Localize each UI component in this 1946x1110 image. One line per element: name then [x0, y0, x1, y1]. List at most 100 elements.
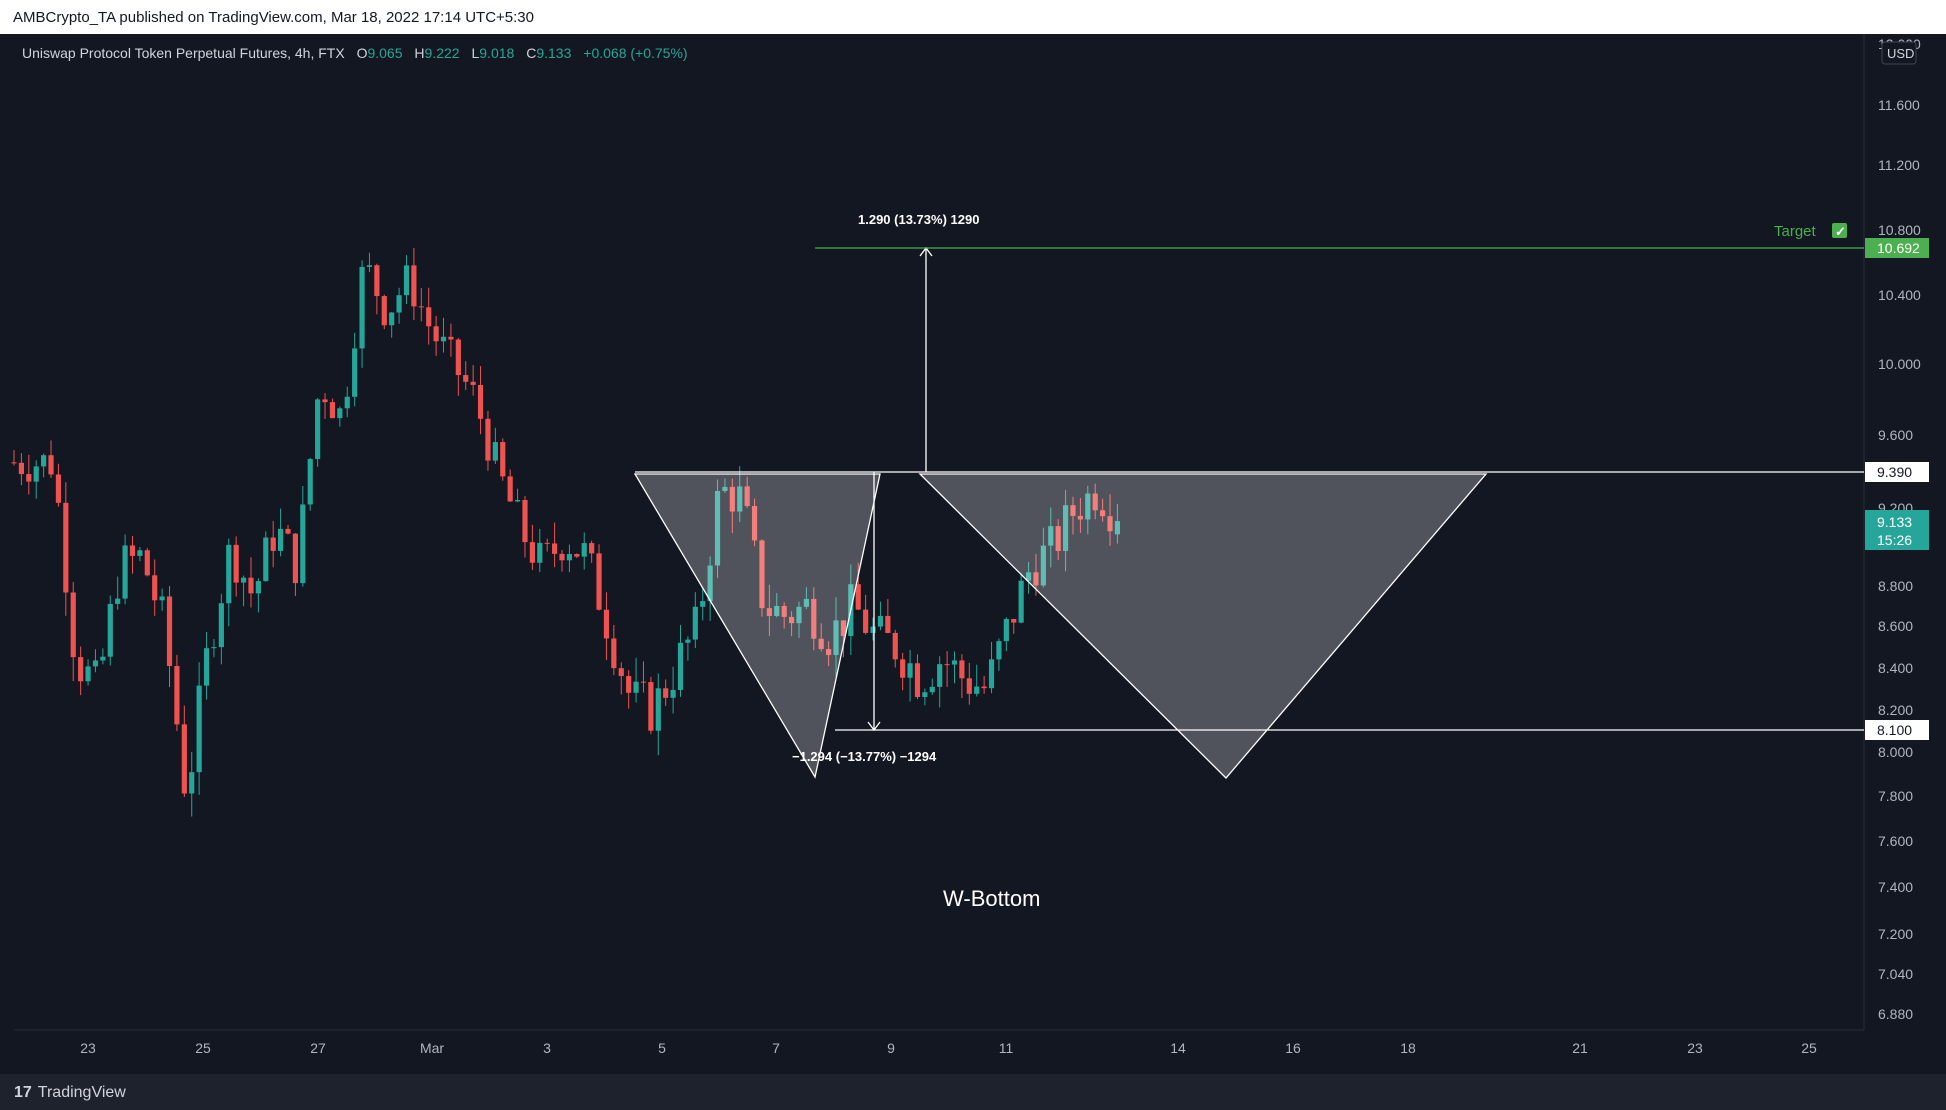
candle-up: [396, 295, 402, 313]
candle-down: [63, 502, 69, 593]
candle-up: [996, 641, 1002, 660]
candle-up: [492, 442, 498, 461]
candle-up: [537, 542, 543, 563]
candle-up: [1062, 505, 1069, 551]
chart-area[interactable]: Uniswap Protocol Token Perpetual Futures…: [0, 34, 1946, 1074]
candle-down: [1077, 515, 1083, 520]
candle-down: [596, 553, 602, 610]
candle-up: [1085, 493, 1091, 520]
time-tick-label: 9: [887, 1040, 895, 1056]
candle-up: [937, 664, 943, 687]
candle-down: [1011, 618, 1017, 623]
time-tick-label: 18: [1400, 1040, 1416, 1056]
down-measure-label: −1.294 (−13.77%) −1294: [792, 749, 937, 764]
candle-down: [426, 307, 432, 327]
candle-up: [255, 581, 261, 594]
target-label: Target: [1774, 223, 1817, 240]
candle-down: [381, 296, 387, 326]
candle-up: [796, 606, 802, 624]
candle-down: [729, 486, 735, 512]
candle-up: [307, 458, 313, 505]
price-tick-label: 7.800: [1878, 788, 1913, 804]
price-tick-label: 11.600: [1878, 97, 1920, 113]
target-check-glyph: ✓: [1835, 224, 1846, 239]
candle-down: [322, 399, 328, 403]
candle-up: [514, 499, 521, 502]
candle-up: [122, 545, 128, 599]
time-tick-label: 7: [772, 1040, 780, 1056]
publish-header-text: AMBCrypto_TA published on TradingView.co…: [13, 9, 534, 26]
price-tick-label: 6.880: [1878, 1006, 1913, 1022]
support-price-badge-text: 8.100: [1877, 722, 1912, 738]
candle-up: [226, 544, 232, 604]
candle-down: [781, 605, 787, 617]
candle-up: [907, 663, 913, 678]
candle-down: [166, 596, 173, 666]
price-tick-label: 10.400: [1878, 287, 1921, 303]
time-axis[interactable]: 23 25 27 Mar 3 5 7 9 11 14 16 18 21 23 25: [80, 1040, 1817, 1056]
candle-up: [633, 681, 639, 693]
candle-up: [107, 603, 113, 657]
candle-up: [440, 336, 447, 342]
w-bottom-right-triangle: [918, 473, 1488, 779]
currency-button[interactable]: [1881, 41, 1917, 65]
candles: [11, 247, 1121, 817]
resistance-price-badge: [1865, 462, 1929, 482]
candle-up: [685, 639, 691, 643]
candle-down: [129, 545, 136, 556]
candle-down: [144, 550, 150, 576]
candle-up: [1114, 521, 1121, 535]
candle-down: [1055, 526, 1061, 551]
candle-up: [737, 486, 743, 512]
candle-down: [448, 336, 454, 340]
candle-up: [692, 606, 698, 640]
candle-down: [766, 608, 772, 617]
candle-up: [100, 656, 106, 661]
candle-up: [189, 772, 195, 794]
candle-up: [1048, 526, 1054, 546]
candle-down: [485, 418, 491, 461]
candle-down: [329, 402, 336, 419]
candle-up: [366, 265, 373, 267]
candle-up: [159, 596, 165, 601]
candle-down: [1070, 505, 1076, 516]
candle-down: [544, 542, 550, 544]
price-tick-label: 8.800: [1878, 578, 1913, 594]
price-tick-label: 9.600: [1878, 427, 1913, 443]
candle-down: [70, 592, 76, 658]
candle-up: [196, 685, 202, 773]
candle-down: [885, 615, 891, 633]
candle-down: [18, 462, 24, 475]
time-tick-label: 25: [1801, 1040, 1817, 1056]
candle-up: [803, 598, 809, 607]
candle-down: [152, 575, 158, 601]
candle-down: [744, 486, 750, 507]
down-measure-arrow: [867, 721, 881, 732]
candle-down: [863, 609, 869, 633]
candle-up: [263, 537, 269, 582]
time-tick-label: 3: [543, 1040, 551, 1056]
candle-down: [1033, 572, 1039, 586]
candle-up: [92, 660, 99, 667]
tradingview-logo[interactable]: 17 TradingView: [14, 1084, 126, 1102]
price-chart[interactable]: Uniswap Protocol Token Perpetual Futures…: [0, 34, 1946, 1074]
candle-down: [292, 533, 299, 584]
candle-up: [722, 486, 728, 491]
candle-up: [300, 504, 306, 584]
candle-up: [974, 686, 980, 694]
candle-up: [929, 686, 935, 693]
candle-down: [1107, 516, 1113, 532]
legend-change: +0.068 (+0.75%): [583, 45, 687, 61]
target-check-icon: [1832, 223, 1847, 238]
time-tick-label: 14: [1170, 1040, 1186, 1056]
candle-up: [700, 601, 706, 607]
candle-down: [981, 686, 987, 689]
time-tick-label: 21: [1572, 1040, 1588, 1056]
candle-up: [774, 605, 780, 617]
candle-up: [566, 554, 573, 561]
currency-label: USD: [1887, 46, 1914, 61]
candle-down: [477, 384, 484, 419]
pattern-label: W-Bottom: [943, 886, 1040, 911]
price-tick-label: 7.040: [1878, 966, 1913, 982]
candle-up: [315, 399, 321, 459]
